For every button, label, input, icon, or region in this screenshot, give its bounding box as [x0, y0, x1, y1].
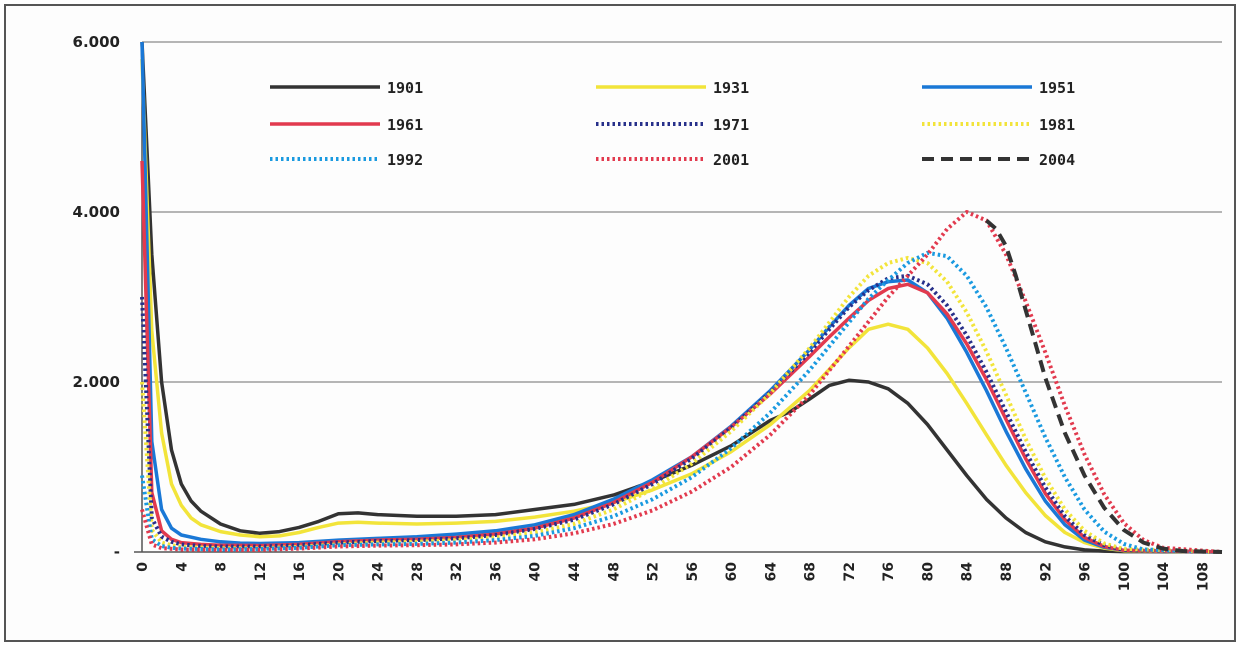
series-line-2004 — [985, 218, 1223, 554]
x-tick-label: 44 — [567, 562, 583, 582]
legend-label-1992: 1992 — [387, 151, 423, 169]
legend-label-1931: 1931 — [713, 79, 749, 97]
series-lines — [140, 41, 1223, 554]
legend-label-2004: 2004 — [1039, 151, 1075, 169]
series-line-2001 — [140, 210, 1223, 554]
x-tick-label: 0 — [135, 562, 151, 572]
x-tick-label: 8 — [214, 562, 230, 572]
x-tick-label: 68 — [803, 562, 819, 581]
legend-label-1901: 1901 — [387, 79, 423, 97]
x-tick-label: 36 — [488, 562, 504, 581]
x-tick-label: 72 — [842, 562, 858, 581]
x-tick-label: 32 — [449, 562, 465, 581]
legend-label-1981: 1981 — [1039, 116, 1075, 134]
x-tick-label: 56 — [685, 562, 701, 581]
legend-label-1951: 1951 — [1039, 79, 1075, 97]
x-tick-label: 48 — [606, 562, 622, 581]
legend-label-1971: 1971 — [713, 116, 749, 134]
x-tick-label: 20 — [331, 562, 347, 582]
series-line-1981 — [140, 255, 1223, 554]
grid-lines — [142, 41, 1222, 383]
legend-label-1961: 1961 — [387, 116, 423, 134]
x-tick-label: 24 — [371, 562, 387, 582]
x-tick-label: 80 — [920, 562, 936, 582]
y-tick-label: 6.000 — [73, 33, 120, 51]
y-tick-label: 2.000 — [73, 373, 120, 391]
x-tick-label: 92 — [1038, 562, 1054, 581]
x-tick-label: 60 — [724, 562, 740, 582]
legend-label-2001: 2001 — [713, 151, 749, 169]
legend: 1901 1931 1951 1961 1971 1981 1992 2001 2004 — [270, 79, 1075, 169]
x-tick-label: 96 — [1078, 562, 1094, 581]
series-line-1961 — [140, 160, 1223, 554]
x-tick-label: 88 — [999, 562, 1015, 581]
x-tick-label: 40 — [528, 562, 544, 582]
x-tick-label: 16 — [292, 562, 308, 581]
x-tick-label: 64 — [763, 562, 779, 582]
y-tick-label: 4.000 — [73, 203, 120, 221]
series-line-1992 — [140, 250, 1223, 554]
x-tick-label: 52 — [646, 562, 662, 581]
x-tick-label: 28 — [410, 562, 426, 581]
x-tick-label: 84 — [960, 562, 976, 582]
y-tick-labels: - 2.000 4.000 6.000 — [73, 33, 120, 561]
y-tick-label: - — [114, 543, 120, 561]
x-tick-label: 104 — [1156, 562, 1172, 591]
x-tick-label: 108 — [1195, 562, 1211, 591]
x-tick-label: 100 — [1117, 562, 1133, 591]
x-tick-label: 4 — [174, 562, 190, 572]
x-tick-label: 76 — [881, 562, 897, 581]
x-tick-labels: 0 4 8 12 16 20 24 28 32 36 40 44 48 52 56 60 64 68 72 76 80 8… — [135, 562, 1211, 591]
x-tick-label: 12 — [253, 562, 269, 581]
